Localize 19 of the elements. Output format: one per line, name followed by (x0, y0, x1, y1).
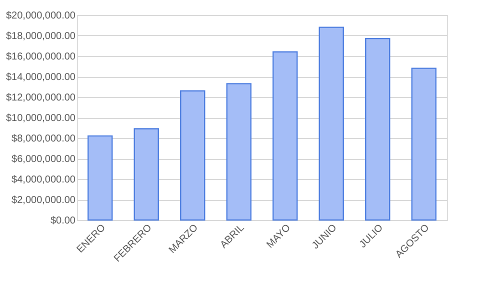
bar (272, 51, 298, 221)
y-tick-label: $20,000,000.00 (6, 10, 76, 22)
bar (318, 26, 344, 221)
y-tick-label: $14,000,000.00 (6, 72, 76, 83)
bar (88, 135, 113, 221)
y-tick-label: $8,000,000.00 (12, 134, 76, 144)
y-tick-label: $16,000,000.00 (6, 52, 76, 62)
bar (411, 68, 436, 221)
bar (180, 90, 206, 221)
y-tick-label: $12,000,000.00 (6, 92, 76, 104)
bar (226, 83, 252, 221)
y-tick-label: $0.00 (50, 216, 76, 226)
y-tick-label: $10,000,000.00 (6, 113, 76, 124)
bar (365, 38, 390, 221)
y-tick-label: $6,000,000.00 (12, 154, 76, 165)
y-tick-label: $18,000,000.00 (6, 31, 76, 42)
y-tick-label: $2,000,000.00 (12, 195, 76, 206)
bar (134, 128, 159, 221)
y-tick-label: $4,000,000.00 (12, 174, 76, 186)
